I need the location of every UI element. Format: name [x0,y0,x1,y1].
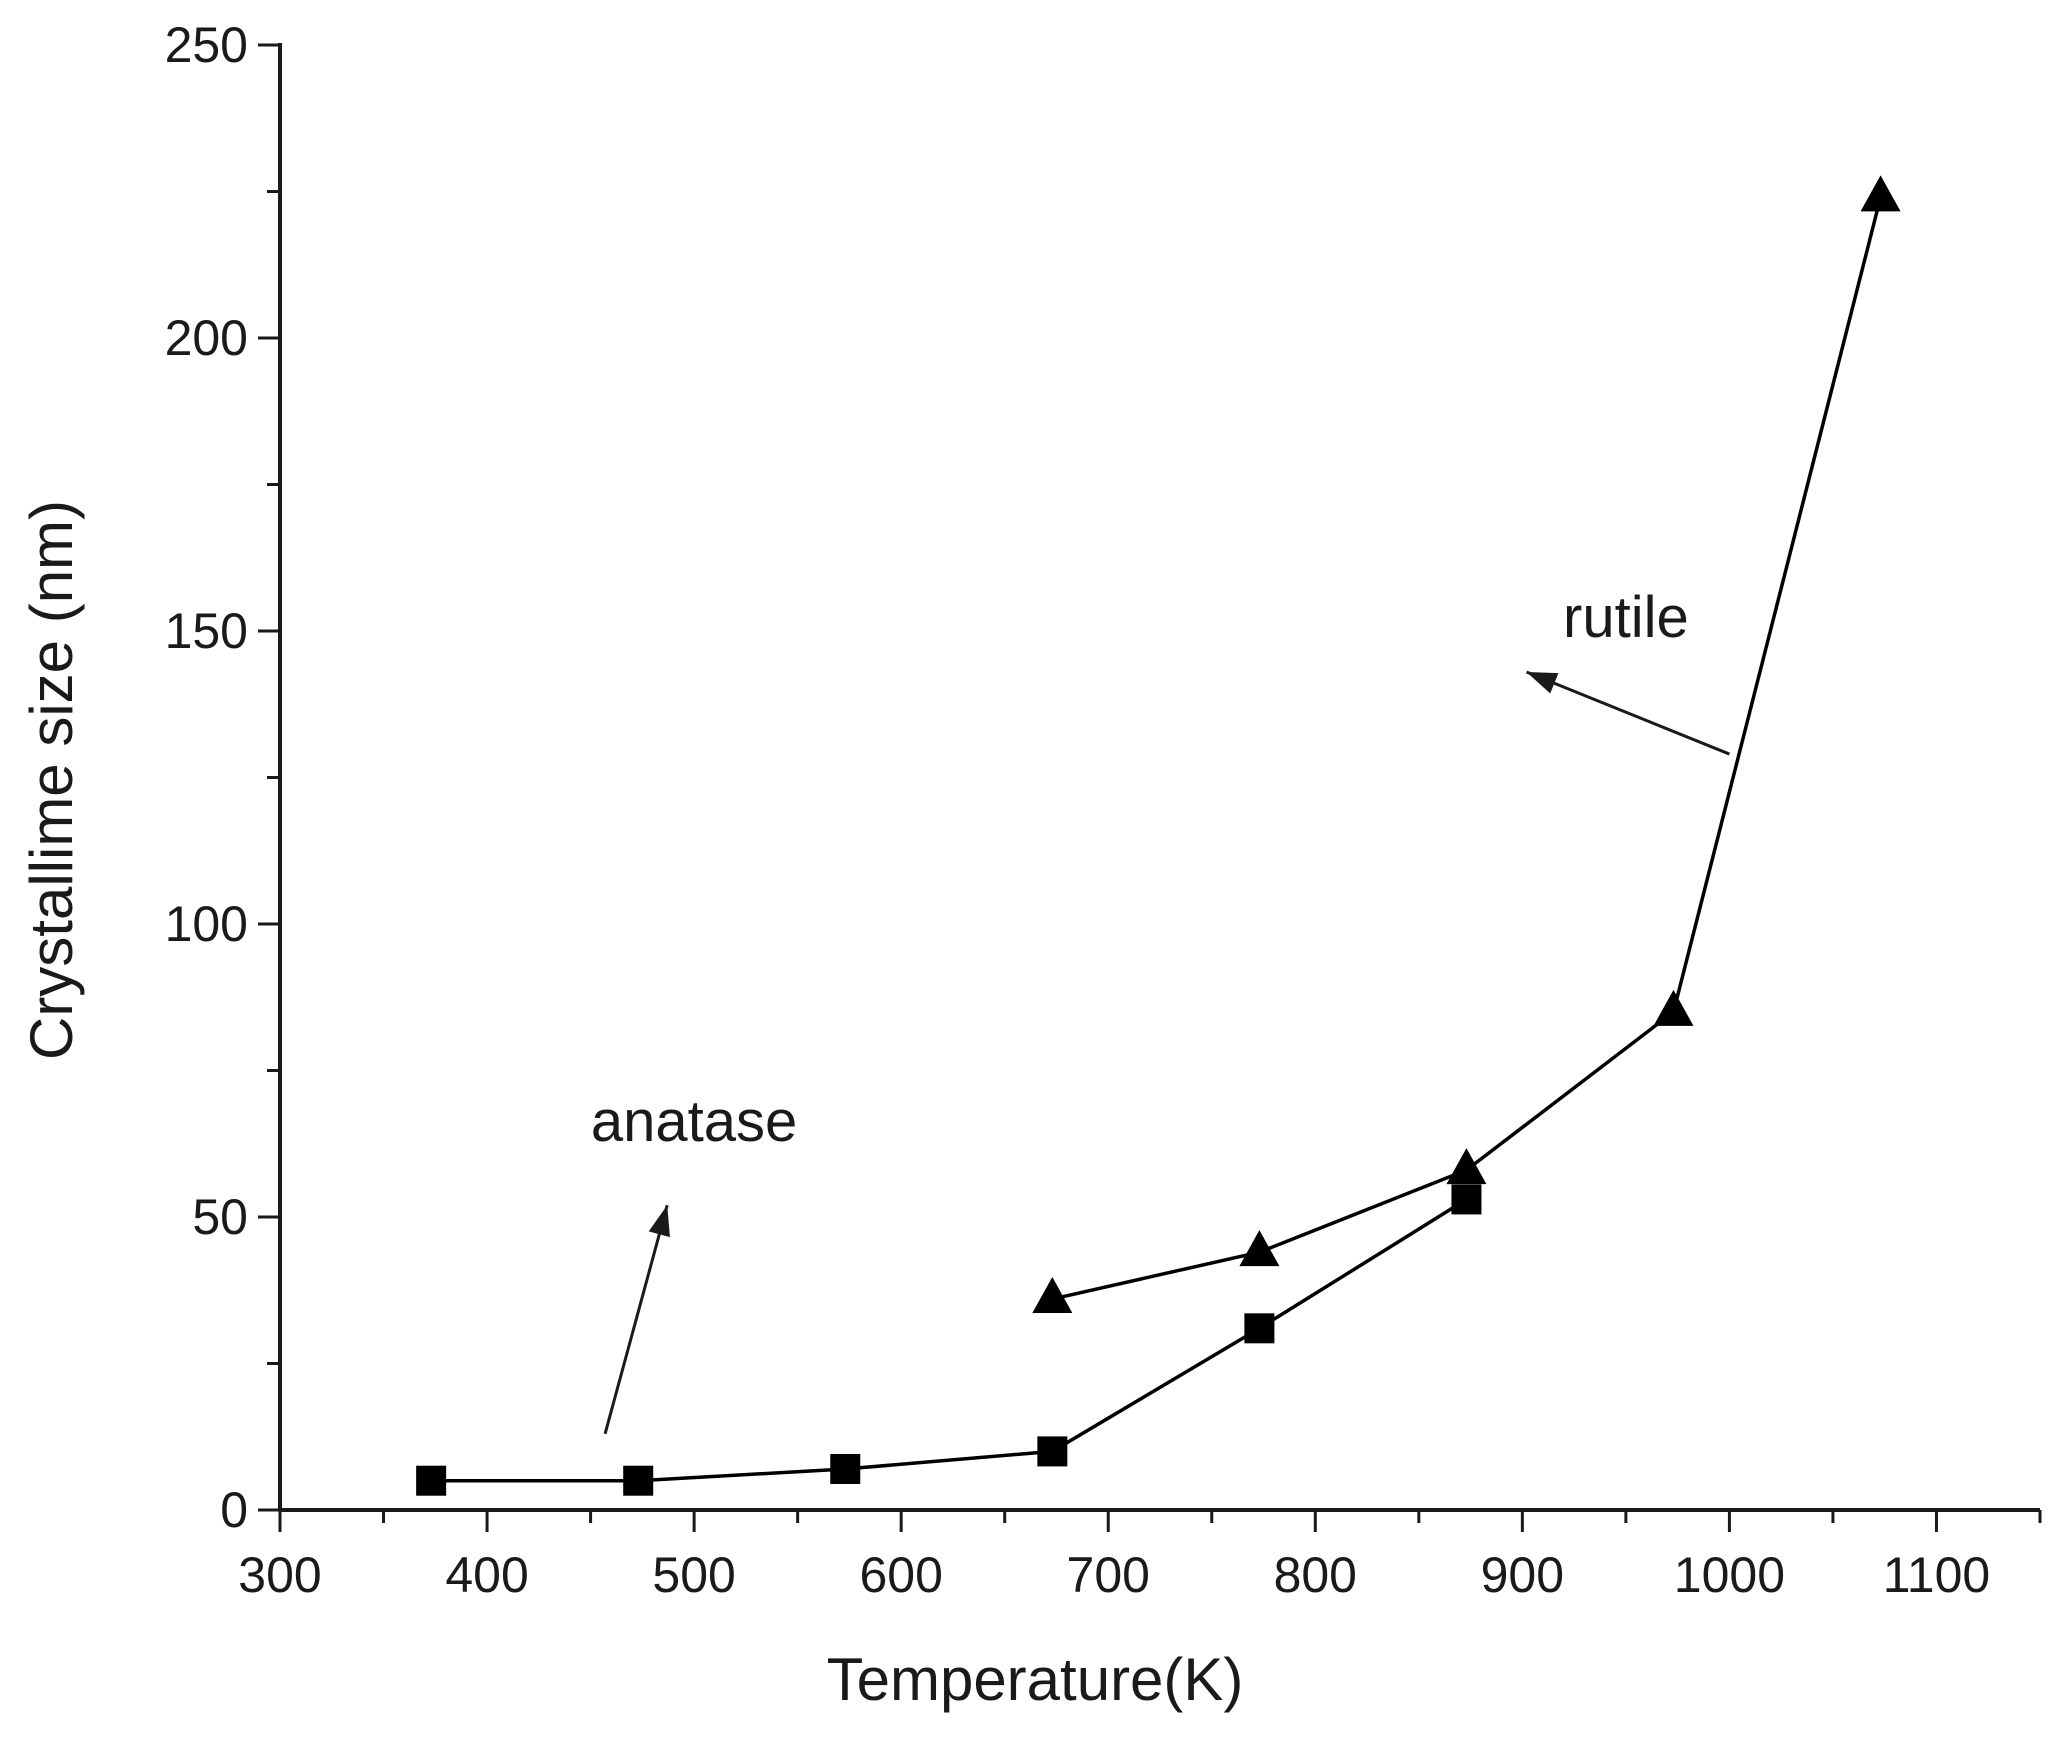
square-marker [623,1465,654,1496]
square-marker [1451,1184,1482,1215]
annotation-rutile: rutile [1563,585,1689,650]
y-tick-label: 200 [165,310,248,366]
annotation-layer: anatase rutile [591,585,1730,1435]
x-tick-label: 700 [1067,1547,1150,1603]
axes: 300 400 500 600 700 800 900 1000 1100 0 50 100 150 20… [165,17,2042,1603]
series-triangle-line [1051,196,1883,1301]
annotation-arrow-head [648,1205,670,1238]
y-axis-title: Crystallime size (nm) [18,500,85,1060]
x-tick-label: 800 [1274,1547,1357,1603]
triangle-marker [1239,1230,1280,1267]
triangle-marker [1860,175,1901,212]
annotation-anatase: anatase [591,1089,797,1154]
y-tick-label: 0 [220,1482,248,1538]
x-tick-label: 1100 [1883,1547,1991,1603]
x-tick-label: 900 [1481,1547,1564,1603]
annotation-arrow-line [603,1204,669,1435]
square-marker [1244,1313,1275,1344]
triangle-marker [1032,1277,1073,1314]
x-axis-title: Temperature(K) [827,1646,1244,1713]
x-tick-label: 300 [238,1547,321,1603]
y-tick-label: 150 [165,603,248,659]
x-tick-label: 600 [859,1547,942,1603]
series-square-line [431,1197,1468,1483]
square-marker [1037,1436,1068,1467]
annotation-arrow-line [1525,670,1730,756]
y-tick-label: 100 [165,896,248,952]
triangle-marker [1446,1148,1487,1185]
x-tick-label: 400 [445,1547,528,1603]
square-marker [830,1453,861,1484]
x-tick-label: 1000 [1674,1547,1785,1603]
y-tick-label: 50 [192,1189,248,1245]
x-tick-label: 500 [652,1547,735,1603]
annotation-arrow-head [1526,672,1559,694]
triangle-marker [1653,989,1694,1026]
series-layer [416,175,1901,1496]
y-tick-label: 250 [165,17,248,73]
square-marker [416,1465,447,1496]
